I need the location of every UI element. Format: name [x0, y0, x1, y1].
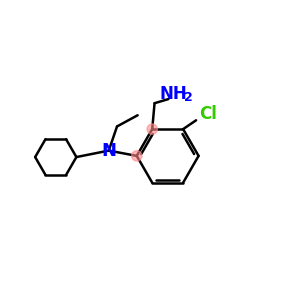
Text: N: N [101, 142, 116, 160]
Text: 2: 2 [184, 92, 193, 104]
Text: Cl: Cl [199, 105, 217, 123]
Circle shape [132, 151, 142, 161]
Text: NH: NH [160, 85, 188, 103]
Circle shape [147, 124, 158, 134]
